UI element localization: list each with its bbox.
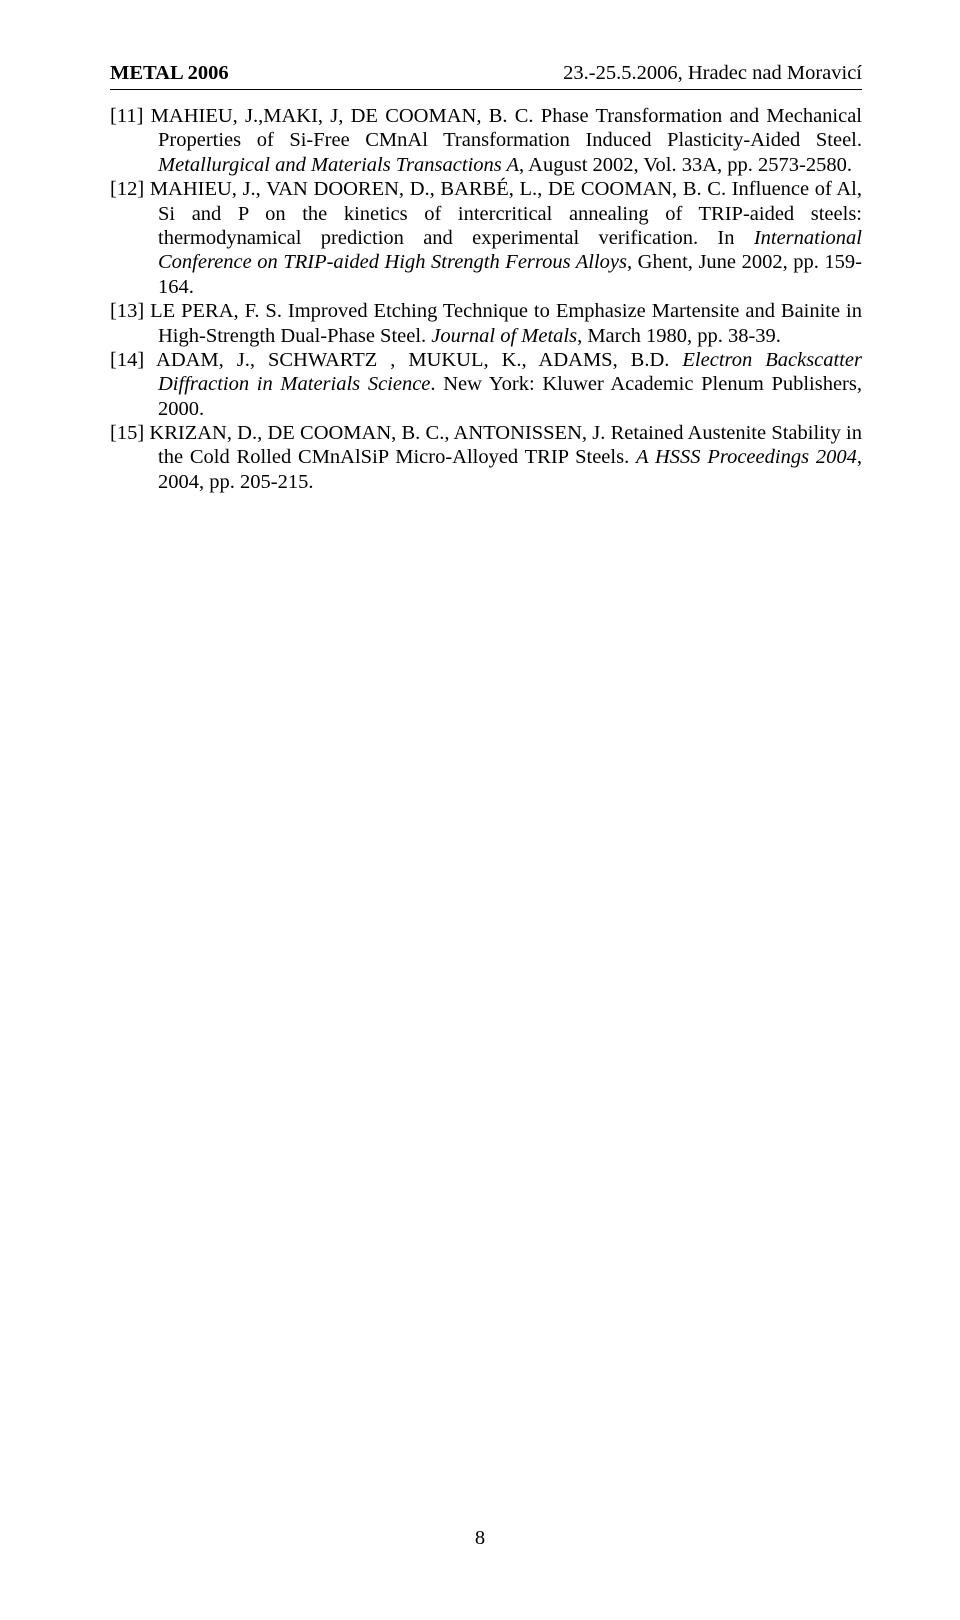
ref-authors: ADAM, J., SCHWARTZ , MUKUL, K., ADAMS, B… bbox=[156, 349, 682, 371]
ref-authors: MAHIEU, J.,MAKI, J, DE COOMAN, B. C. bbox=[151, 105, 541, 127]
ref-authors: MAHIEU, J., VAN DOOREN, D., BARBÉ, L., D… bbox=[150, 178, 732, 200]
header-right: 23.-25.5.2006, Hradec nad Moravicí bbox=[563, 62, 862, 85]
header-rule bbox=[110, 89, 862, 90]
reference-12: [12] MAHIEU, J., VAN DOOREN, D., BARBÉ, … bbox=[110, 177, 862, 299]
reference-15: [15] KRIZAN, D., DE COOMAN, B. C., ANTON… bbox=[110, 421, 862, 494]
reference-14: [14] ADAM, J., SCHWARTZ , MUKUL, K., ADA… bbox=[110, 348, 862, 421]
page-header: METAL 2006 23.-25.5.2006, Hradec nad Mor… bbox=[110, 62, 862, 85]
references-list: [11] MAHIEU, J.,MAKI, J, DE COOMAN, B. C… bbox=[110, 104, 862, 494]
reference-11: [11] MAHIEU, J.,MAKI, J, DE COOMAN, B. C… bbox=[110, 104, 862, 177]
ref-authors: LE PERA, F. S. bbox=[150, 300, 288, 322]
reference-13: [13] LE PERA, F. S. Improved Etching Tec… bbox=[110, 299, 862, 348]
ref-tail: , August 2002, Vol. 33A, pp. 2573-2580. bbox=[519, 154, 852, 176]
ref-journal: Metallurgical and Materials Transactions… bbox=[158, 154, 519, 176]
ref-tail: , March 1980, pp. 38-39. bbox=[577, 325, 781, 347]
ref-journal: Journal of Metals bbox=[431, 325, 577, 347]
header-left: METAL 2006 bbox=[110, 62, 229, 85]
page: METAL 2006 23.-25.5.2006, Hradec nad Mor… bbox=[0, 0, 960, 1620]
ref-number: [15] bbox=[110, 422, 144, 444]
ref-number: [14] bbox=[110, 349, 144, 371]
page-number: 8 bbox=[0, 1527, 960, 1550]
ref-authors: KRIZAN, D., DE COOMAN, B. C., ANTONISSEN… bbox=[149, 422, 610, 444]
ref-number: [13] bbox=[110, 300, 144, 322]
ref-number: [12] bbox=[110, 178, 144, 200]
ref-number: [11] bbox=[110, 105, 143, 127]
ref-journal: A HSSS Proceedings 2004 bbox=[636, 446, 857, 468]
